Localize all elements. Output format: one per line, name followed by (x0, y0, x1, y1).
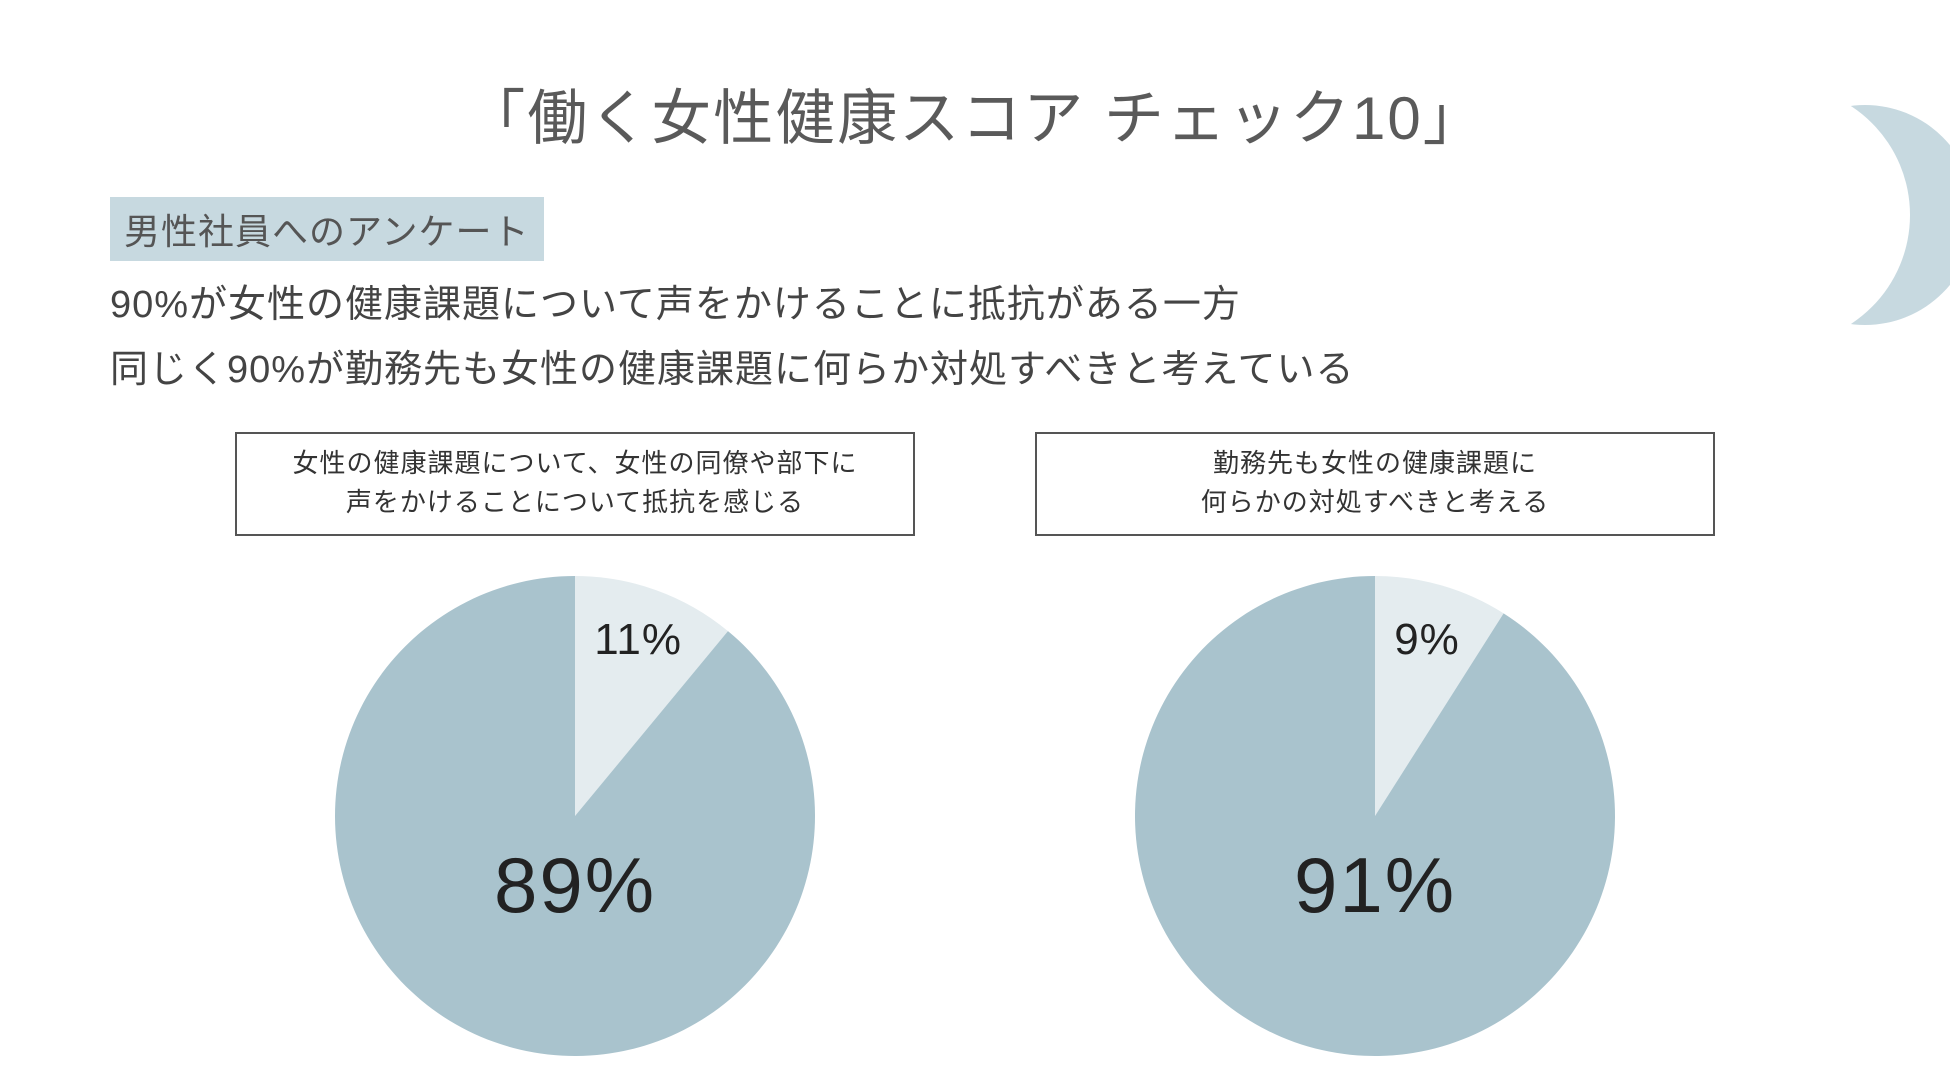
pie-left-small-label: 11% (594, 615, 682, 665)
pie-right-big-label: 91% (1135, 840, 1615, 931)
page-title: 「働く女性健康スコア チェック10」 (0, 70, 1950, 157)
pie-right-small-label: 9% (1394, 615, 1460, 665)
chart-left-caption: 女性の健康課題について、女性の同僚や部下に 声をかけることについて抵抗を感じる (235, 432, 915, 536)
chart-right-caption: 勤務先も女性の健康課題に 何らかの対処すべきと考える (1035, 432, 1715, 536)
chart-left-caption-line1: 女性の健康課題について、女性の同僚や部下に (237, 444, 913, 483)
chart-left: 女性の健康課題について、女性の同僚や部下に 声をかけることについて抵抗を感じる … (235, 432, 915, 1056)
pie-right: 9% 91% (1135, 576, 1615, 1056)
crescent-decor (1810, 105, 1950, 325)
chart-right-caption-line1: 勤務先も女性の健康課題に (1037, 444, 1713, 483)
body-line-2: 同じく90%が勤務先も女性の健康課題に何らか対処すべきと考えている (110, 338, 1840, 403)
pie-left-big-label: 89% (335, 840, 815, 931)
pie-left: 11% 89% (335, 576, 815, 1056)
pie-left-svg (335, 576, 815, 1056)
body-line-1: 90%が女性の健康課題について声をかけることに抵抗がある一方 (110, 273, 1840, 338)
charts-row: 女性の健康課題について、女性の同僚や部下に 声をかけることについて抵抗を感じる … (0, 432, 1950, 1056)
pie-right-svg (1135, 576, 1615, 1056)
body-text: 90%が女性の健康課題について声をかけることに抵抗がある一方 同じく90%が勤務… (110, 273, 1840, 402)
chart-right-caption-line2: 何らかの対処すべきと考える (1037, 483, 1713, 522)
subtitle-badge: 男性社員へのアンケート (110, 197, 544, 261)
chart-right: 勤務先も女性の健康課題に 何らかの対処すべきと考える 9% 91% (1035, 432, 1715, 1056)
chart-left-caption-line2: 声をかけることについて抵抗を感じる (237, 483, 913, 522)
